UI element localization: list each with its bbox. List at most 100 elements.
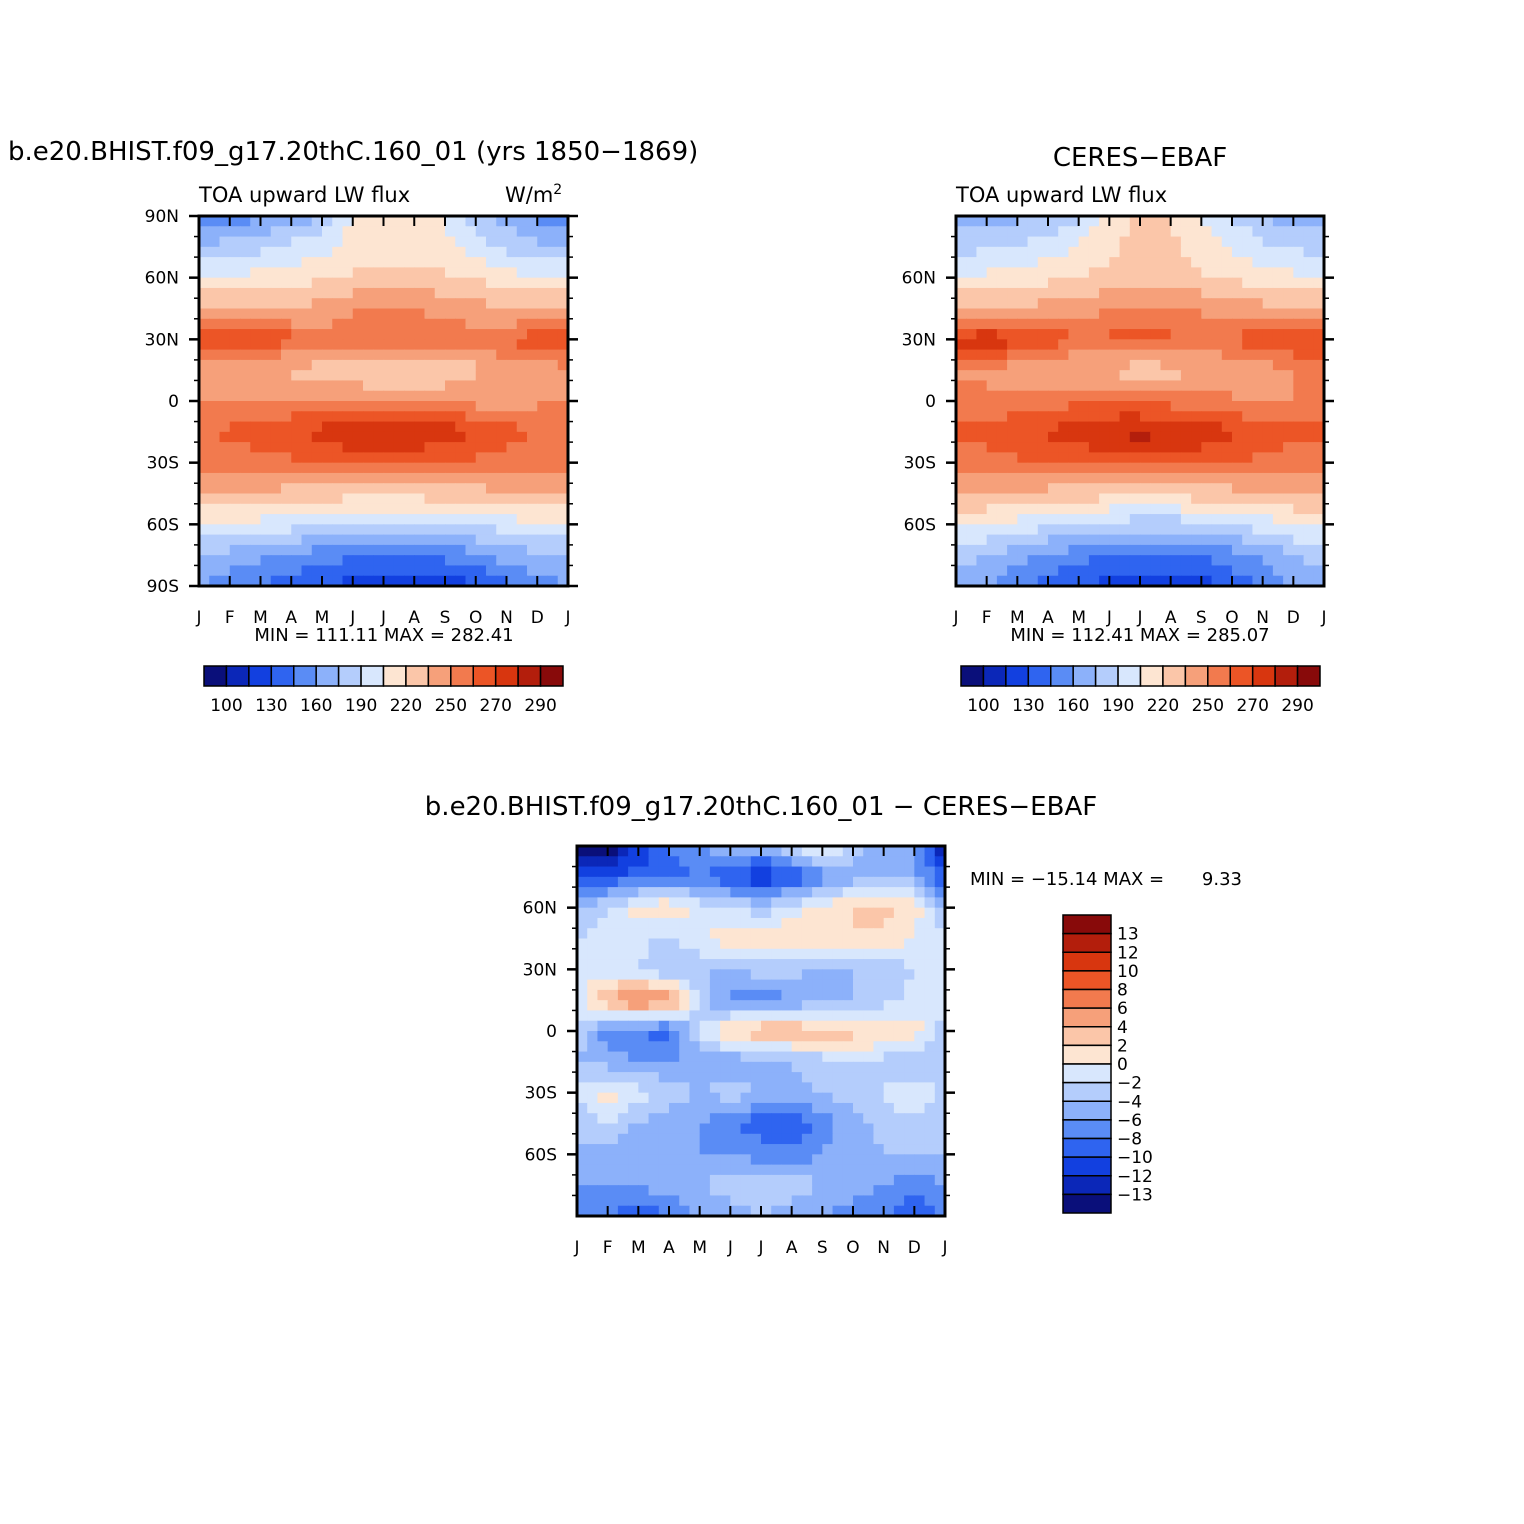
contour-cell [527,339,538,351]
contour-cell [924,1000,936,1012]
contour-cell [424,462,436,474]
contour-cell [281,565,292,577]
contour-cell [986,555,998,567]
contour-cell [199,236,210,248]
contour-cell [229,534,241,546]
contour-cell [996,493,1008,505]
contour-cell [904,1123,915,1135]
contour-cell [1160,277,1172,289]
contour-cell [1242,287,1254,299]
colorbar-swatch [982,665,1007,687]
contour-cell [699,1195,711,1207]
contour-cell [1191,472,1202,484]
x-tick-label: D [908,1238,921,1258]
contour-cell [730,866,742,878]
contour-cell [291,503,303,515]
contour-cell [1048,575,1059,586]
contour-cell [801,1185,813,1197]
contour-cell [842,938,854,950]
contour-cell [229,339,241,351]
contour-cell [597,1174,609,1186]
contour-cell [1242,555,1254,567]
contour-cell [1058,318,1070,330]
contour-cell [893,1020,905,1032]
contour-cell [730,1174,742,1186]
contour-cell [1232,298,1243,310]
contour-cell [628,917,639,929]
contour-cell [587,969,599,981]
x-tick-label: O [846,1238,859,1258]
contour-cell [537,287,549,299]
contour-cell [730,856,742,868]
contour-cell [1252,544,1264,556]
contour-cell [291,216,303,227]
contour-cell [1058,226,1070,238]
contour-cell [199,493,210,505]
x-tick-label: N [500,608,513,628]
contour-cell [322,267,333,279]
contour-cell [628,1185,639,1197]
contour-cell [250,308,262,320]
contour-cell [332,246,344,258]
contour-cell [904,938,915,950]
contour-cell [1088,390,1100,402]
colorbar-swatch [494,665,519,687]
contour-cell [404,431,415,443]
contour-cell [842,876,854,888]
contour-cell [311,329,323,340]
contour-cell [934,989,945,1001]
contour-cell [617,928,629,940]
contour-cell [1272,380,1284,392]
contour-cell [352,555,364,567]
contour-cell [709,1061,721,1073]
contour-cell [260,555,272,567]
contour-cell [465,514,477,525]
contour-cell [322,318,333,330]
contour-cell [270,257,282,268]
contour-cell [404,421,415,433]
contour-cell [434,565,446,577]
contour-cell [1191,411,1202,423]
contour-cell [842,917,854,929]
contour-cell [1129,452,1141,464]
contour-cell [291,349,303,361]
contour-cell [537,359,549,371]
contour-cell [291,380,303,392]
contour-cell [934,1031,945,1042]
contour-cell [1201,524,1213,536]
contour-cell [1017,493,1029,505]
contour-cell [291,236,303,248]
contour-cell [1088,329,1100,340]
contour-cell [322,472,333,484]
contour-cell [1150,370,1162,382]
contour-cell [240,431,251,443]
contour-cell [1129,267,1141,279]
contour-cell [506,390,518,402]
contour-cell [781,876,793,888]
contour-cell [322,534,333,546]
contour-cell [363,216,374,227]
contour-cell [924,1164,936,1176]
contour-cell [924,1010,936,1022]
contour-cell [414,216,426,227]
contour-cell [352,298,364,310]
contour-cell [771,897,783,909]
contour-cell [475,257,487,268]
contour-cell [404,226,415,238]
contour-cell [434,287,446,299]
contour-cell [352,246,364,258]
contour-cell [322,503,333,515]
contour-cell [699,1031,711,1042]
contour-cell [516,503,528,515]
contour-cell [1078,390,1090,402]
contour-cell [229,308,241,320]
contour-cell [699,1154,711,1166]
contour-cell [496,257,508,268]
contour-cell [1283,359,1294,371]
contour-cell [597,1144,609,1155]
contour-cell [597,866,609,878]
contour-cell [607,1102,619,1114]
contour-cell [771,1164,783,1176]
contour-cell [679,969,691,981]
contour-cell [1109,246,1121,258]
